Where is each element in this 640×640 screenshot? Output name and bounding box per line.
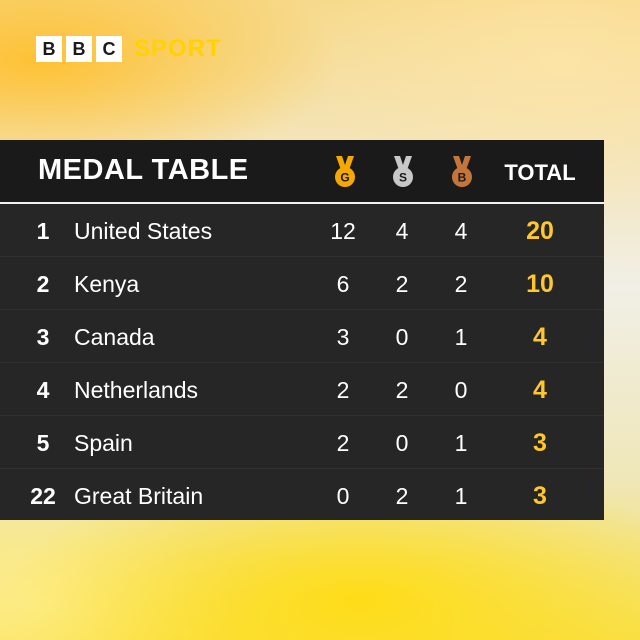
medal-table: MEDAL TABLE G S B TOTAL 1 United States … [0, 140, 604, 520]
logo-letter-b2: B [66, 36, 92, 62]
bronze-count: 1 [454, 324, 468, 350]
gold-medal-icon: G [335, 156, 355, 187]
country-name: Netherlands [74, 377, 199, 403]
gold-count: 2 [336, 430, 350, 456]
gold-count: 0 [336, 483, 350, 509]
silver-count: 2 [395, 271, 409, 297]
country-name: United States [74, 218, 213, 244]
silver-medal-letter: S [399, 171, 407, 185]
total-count: 3 [533, 429, 547, 457]
bbc-sport-logo: B B C SPORT [36, 36, 222, 62]
bronze-count: 1 [454, 430, 468, 456]
total-count: 10 [526, 270, 554, 298]
logo-letter-c: C [96, 36, 122, 62]
table-row: 1 United States 12 4 4 20 [0, 204, 604, 257]
bronze-medal-icon: B [452, 156, 472, 187]
country-name: Canada [74, 324, 155, 350]
table-row: 22 Great Britain 0 2 1 3 [0, 469, 604, 521]
gold-count: 3 [336, 324, 350, 350]
gold-count: 6 [336, 271, 350, 297]
total-count: 20 [526, 217, 554, 245]
silver-medal-icon: S [393, 156, 413, 187]
country-name: Great Britain [74, 483, 204, 509]
rank: 1 [36, 218, 50, 244]
silver-count: 4 [395, 218, 409, 244]
table-header: MEDAL TABLE G S B TOTAL [0, 140, 604, 204]
total-header: TOTAL [504, 160, 576, 185]
rank: 3 [36, 324, 50, 350]
gold-count: 2 [336, 377, 350, 403]
silver-count: 2 [395, 483, 409, 509]
rank: 22 [30, 483, 56, 509]
silver-count: 0 [395, 324, 409, 350]
bronze-count: 0 [454, 377, 468, 403]
table-title: MEDAL TABLE [38, 154, 249, 186]
rank: 4 [36, 377, 50, 403]
rank: 2 [36, 271, 50, 297]
total-count: 3 [533, 482, 547, 510]
silver-count: 2 [395, 377, 409, 403]
gold-medal-letter: G [340, 171, 349, 185]
country-name: Kenya [74, 271, 140, 297]
table-row: 2 Kenya 6 2 2 10 [0, 257, 604, 310]
table-row: 3 Canada 3 0 1 4 [0, 310, 604, 363]
total-count: 4 [533, 323, 547, 351]
bronze-count: 1 [454, 483, 468, 509]
bronze-count: 4 [454, 218, 468, 244]
table-row: 5 Spain 2 0 1 3 [0, 416, 604, 469]
rank: 5 [36, 430, 50, 456]
logo-letter-b1: B [36, 36, 62, 62]
silver-count: 0 [395, 430, 409, 456]
bronze-medal-letter: B [458, 171, 467, 185]
gold-count: 12 [330, 218, 356, 244]
bronze-count: 2 [454, 271, 468, 297]
logo-sport-text: SPORT [134, 35, 222, 62]
table-row: 4 Netherlands 2 2 0 4 [0, 363, 604, 416]
country-name: Spain [74, 430, 133, 456]
total-count: 4 [533, 376, 547, 404]
